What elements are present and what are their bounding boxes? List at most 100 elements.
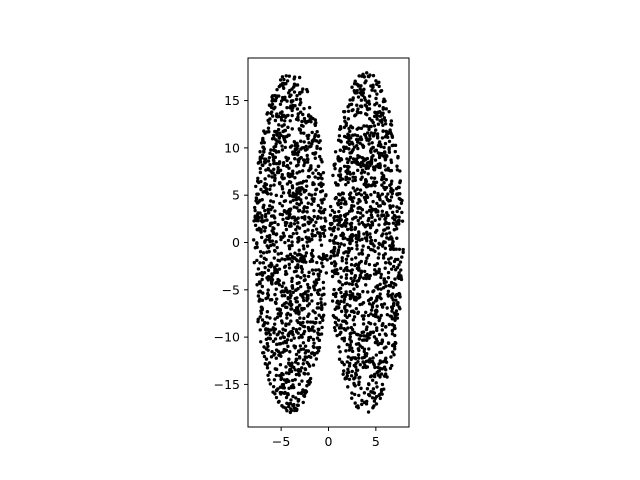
scatter-point — [279, 311, 283, 315]
scatter-point — [269, 281, 274, 285]
scatter-point — [328, 256, 332, 260]
scatter-point — [287, 246, 292, 251]
scatter-point — [290, 361, 294, 365]
scatter-point — [290, 378, 295, 383]
scatter-point — [274, 193, 279, 198]
scatter-point — [350, 349, 355, 354]
scatter-point — [353, 356, 357, 360]
scatter-point — [274, 388, 279, 393]
scatter-point — [372, 372, 377, 377]
scatter-point — [284, 155, 288, 160]
scatter-point — [372, 263, 377, 268]
scatter-point — [311, 337, 316, 342]
scatter-point — [290, 240, 294, 244]
scatter-point — [348, 195, 353, 199]
scatter-point — [296, 221, 300, 225]
scatter-point — [293, 296, 298, 301]
y-tick-label: −10 — [214, 330, 240, 345]
scatter-point — [284, 395, 289, 400]
scatter-point — [390, 329, 395, 333]
scatter-point — [284, 220, 288, 225]
scatter-point — [345, 371, 349, 375]
scatter-point — [292, 90, 297, 94]
scatter-point — [278, 307, 283, 312]
scatter-point — [310, 142, 314, 146]
scatter-point — [314, 168, 318, 172]
scatter-point — [338, 216, 342, 220]
scatter-point — [297, 355, 302, 359]
scatter-point — [383, 357, 388, 362]
scatter-point — [340, 259, 344, 263]
scatter-point — [371, 165, 376, 169]
scatter-point — [371, 356, 375, 360]
scatter-point — [347, 364, 352, 368]
scatter-point — [350, 142, 355, 146]
scatter-point — [335, 253, 339, 257]
scatter-point — [347, 192, 352, 197]
scatter-point — [362, 314, 366, 318]
scatter-point — [306, 228, 310, 232]
scatter-point — [360, 345, 364, 350]
scatter-point — [304, 188, 308, 193]
scatter-point — [367, 347, 371, 351]
scatter-point — [308, 166, 312, 170]
scatter-point — [364, 283, 368, 287]
scatter-point — [337, 245, 342, 249]
scatter-point — [336, 156, 340, 161]
scatter-point — [353, 401, 357, 405]
scatter-point — [362, 164, 367, 168]
scatter-point — [373, 299, 378, 303]
scatter-point — [350, 369, 354, 374]
scatter-point — [292, 336, 296, 340]
scatter-point — [344, 273, 349, 277]
scatter-point — [276, 312, 281, 316]
scatter-point — [290, 364, 294, 369]
scatter-point — [375, 284, 380, 288]
scatter-point — [269, 328, 273, 332]
scatter-point — [284, 300, 288, 305]
scatter-point — [384, 325, 388, 329]
scatter-point — [281, 161, 286, 165]
scatter-point — [342, 125, 347, 130]
scatter-point — [379, 144, 383, 149]
scatter-point — [253, 205, 257, 210]
scatter-point — [363, 191, 367, 195]
scatter-point — [271, 390, 275, 394]
scatter-point — [359, 386, 363, 391]
scatter-point — [379, 287, 383, 291]
scatter-point — [356, 218, 360, 223]
scatter-point — [346, 385, 350, 389]
scatter-point — [347, 103, 352, 107]
scatter-point — [267, 249, 271, 254]
scatter-point — [359, 259, 363, 264]
scatter-point — [400, 255, 404, 259]
scatter-point — [284, 380, 288, 384]
scatter-point — [262, 150, 266, 154]
scatter-point — [350, 282, 355, 287]
scatter-point — [376, 287, 380, 291]
scatter-point — [259, 254, 263, 258]
scatter-point — [395, 205, 399, 209]
scatter-point — [392, 218, 397, 222]
scatter-point — [357, 380, 361, 384]
scatter-point — [272, 331, 276, 335]
scatter-point — [285, 316, 289, 320]
y-tick-label: −15 — [214, 377, 240, 392]
scatter-point — [297, 236, 301, 240]
scatter-point — [253, 223, 258, 228]
scatter-point — [278, 168, 283, 173]
scatter-point — [269, 105, 274, 110]
scatter-point — [252, 260, 257, 265]
scatter-point — [283, 119, 287, 123]
scatter-point — [396, 257, 400, 262]
scatter-point — [255, 227, 259, 232]
scatter-point — [283, 95, 287, 100]
scatter-point — [294, 357, 298, 362]
scatter-point — [339, 242, 343, 246]
scatter-point — [274, 373, 279, 378]
scatter-point — [279, 194, 284, 199]
scatter-point — [339, 126, 343, 131]
scatter-point — [298, 189, 302, 193]
scatter-point — [377, 318, 381, 323]
scatter-point — [316, 134, 321, 138]
